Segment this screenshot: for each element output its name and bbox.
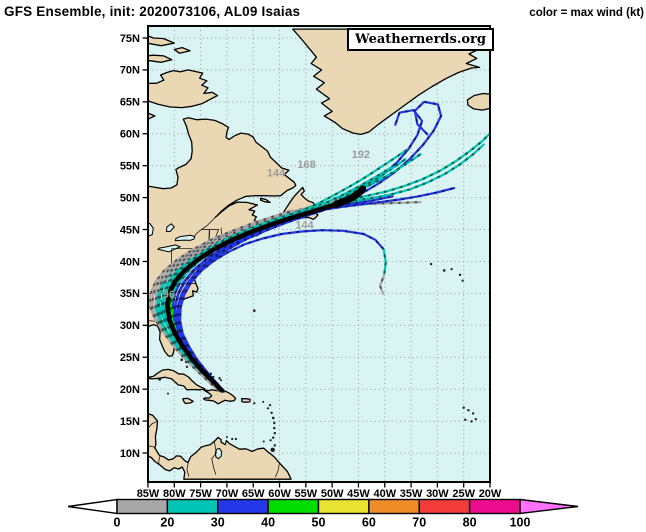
colorbar-segment	[317, 498, 370, 515]
lat-axis-label: 40N	[120, 256, 140, 268]
track-time-dots	[151, 195, 356, 392]
lat-axis-label: 20N	[120, 384, 140, 396]
colorbar-segment	[166, 498, 219, 515]
lat-axis-label: 65N	[120, 97, 140, 109]
lon-axis-label: 25W	[452, 488, 475, 500]
colorbar-segment	[468, 498, 521, 515]
track-time-dots	[149, 209, 295, 392]
track-time-dots	[179, 229, 387, 393]
colorbar-tick-label: 70	[412, 516, 426, 530]
lon-axis-label: 55W	[295, 488, 318, 500]
lake-erie	[157, 244, 182, 253]
forecast-hour-label: 144	[295, 219, 314, 231]
anticosti	[259, 197, 271, 204]
lat-axis-label: 35N	[120, 288, 140, 300]
member-track	[171, 280, 182, 308]
track-time-dots	[156, 197, 363, 392]
colorbar-segment	[267, 498, 320, 515]
lon-axis-label: 35W	[400, 488, 423, 500]
lat-axis-label: 75N	[120, 33, 140, 45]
forecast-hour-labels: 96 144 168 192 144	[163, 149, 370, 301]
jamaica	[182, 397, 194, 405]
colorbar-tick-label: 30	[211, 516, 225, 530]
lat-axis-label: 25N	[120, 352, 140, 364]
page-title: GFS Ensemble, init: 2020073106, AL09 Isa…	[4, 4, 301, 19]
colorbar-segment	[418, 498, 471, 515]
colorbar-tick-label: 20	[160, 516, 174, 530]
lon-axis-label: 40W	[373, 488, 396, 500]
southampton-island	[148, 112, 156, 120]
lat-axis-label: 45N	[120, 224, 140, 236]
ensemble-mean-track-end	[332, 185, 367, 209]
lake-huron-edge	[148, 222, 154, 237]
lon-axis-label: 85W	[137, 488, 160, 500]
colorbar-segment	[217, 498, 269, 515]
iceland	[466, 92, 490, 111]
map-axes: 75N 70N 65N 60N 55N 50N 45N 40N 35N 30N 25N 20N 15N 1…	[120, 33, 502, 500]
colorbar-tick-label: 50	[312, 516, 326, 530]
lon-axis-label: 60W	[268, 488, 291, 500]
lon-axis-label: 75W	[189, 488, 212, 500]
greenland	[292, 28, 481, 136]
colorbar-tick-label: 80	[463, 516, 477, 530]
track-time-dots	[154, 198, 340, 392]
lat-axis-label: 70N	[120, 65, 140, 77]
wind-colorbar: 0 20 30 40 50 60 70 80 100	[67, 498, 579, 530]
colorbar-tick-label: 100	[510, 516, 531, 530]
lat-axis-label: 50N	[120, 192, 140, 204]
forecast-hour-label: 96	[163, 289, 175, 301]
south-central-america	[148, 413, 292, 480]
lon-axis-label: 45W	[347, 488, 370, 500]
lat-axis-label: 55N	[120, 160, 140, 172]
colorbar-left-arrow	[67, 498, 118, 515]
colorbar-tick-label: 60	[362, 516, 376, 530]
map-layers: 96 144 168 192 144	[148, 26, 490, 482]
colorbar-tick-label: 40	[261, 516, 275, 530]
lat-axis-label: 10N	[120, 448, 140, 460]
member-track	[154, 305, 211, 382]
lon-axis-label: 50W	[321, 488, 344, 500]
puerto-rico	[241, 398, 251, 403]
lon-axis-label: 20W	[479, 488, 502, 500]
lat-axis-label: 30N	[120, 320, 140, 332]
map-border	[147, 25, 491, 483]
colorbar-segment	[368, 498, 420, 515]
watermark-text: Weathernerds.org	[355, 32, 486, 47]
lat-axis-label: 60N	[120, 129, 140, 141]
colorbar-right-arrow	[519, 498, 579, 515]
cuba	[148, 368, 206, 391]
ensemble-tracks	[149, 100, 490, 393]
bylot-island	[173, 46, 191, 54]
lon-axis-label: 70W	[216, 488, 239, 500]
lon-axis-label: 30W	[426, 488, 449, 500]
forecast-hour-label: 168	[297, 159, 315, 171]
watermark-box: Weathernerds.org	[347, 28, 494, 51]
track-time-dots	[176, 186, 456, 392]
lon-axis-label: 80W	[163, 488, 186, 500]
lon-axis-label: 65W	[242, 488, 265, 500]
forecast-hour-label: 192	[352, 149, 370, 161]
colorbar-caption: color = max wind (kt)	[529, 7, 644, 19]
track-time-dots	[162, 149, 407, 392]
forecast-hour-label: 144	[267, 168, 286, 180]
devon-island	[148, 54, 173, 63]
lat-axis-label: 15N	[120, 416, 140, 428]
lake-maracaibo	[214, 447, 223, 460]
colorbar-segment	[116, 498, 169, 515]
track-time-dots	[175, 100, 443, 392]
colorbar-tick-label: 0	[114, 516, 121, 530]
georgian-bay	[165, 223, 175, 232]
lake-ontario	[174, 234, 196, 242]
arctic-island	[148, 35, 175, 47]
baffin-island	[148, 69, 219, 109]
ensemble-mean-track	[165, 186, 365, 393]
